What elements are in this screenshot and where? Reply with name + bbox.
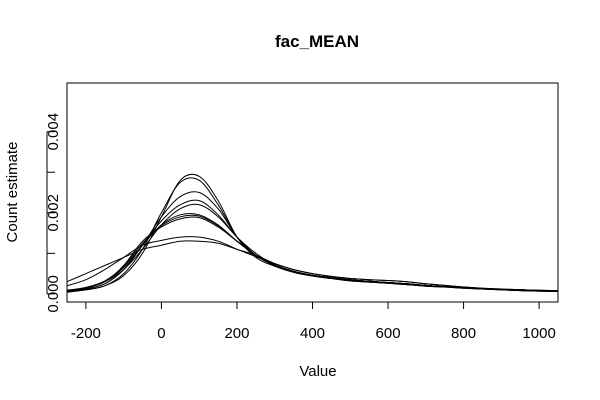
y-tick-label: 0.002 xyxy=(45,194,62,232)
x-tick-label: -200 xyxy=(71,325,101,342)
y-tick-label: 0.000 xyxy=(45,275,62,313)
density-curve-2 xyxy=(66,173,559,293)
density-curve-6 xyxy=(66,214,559,292)
density-curve-10 xyxy=(66,199,559,293)
density-curves xyxy=(66,173,559,293)
x-tick-label: 400 xyxy=(300,325,325,342)
y-axis-label: Count estimate xyxy=(4,142,21,243)
plot-frame xyxy=(66,82,559,303)
x-tick-label: 0 xyxy=(157,325,165,342)
x-tick-label: 800 xyxy=(451,325,476,342)
y-axis: 0.000 0.002 0.004 xyxy=(45,113,62,313)
x-axis: -200 0 200 400 600 800 1000 xyxy=(71,302,556,342)
x-axis-label: Value xyxy=(299,363,336,380)
x-tick-label: 200 xyxy=(224,325,249,342)
chart-title: fac_MEAN xyxy=(275,32,359,51)
density-curve-9 xyxy=(66,236,559,292)
y-tick-label: 0.004 xyxy=(45,113,62,151)
density-curve-7 xyxy=(66,216,559,292)
x-tick-label: 600 xyxy=(376,325,401,342)
x-tick-label: 1000 xyxy=(522,325,555,342)
density-curve-3 xyxy=(66,191,559,292)
